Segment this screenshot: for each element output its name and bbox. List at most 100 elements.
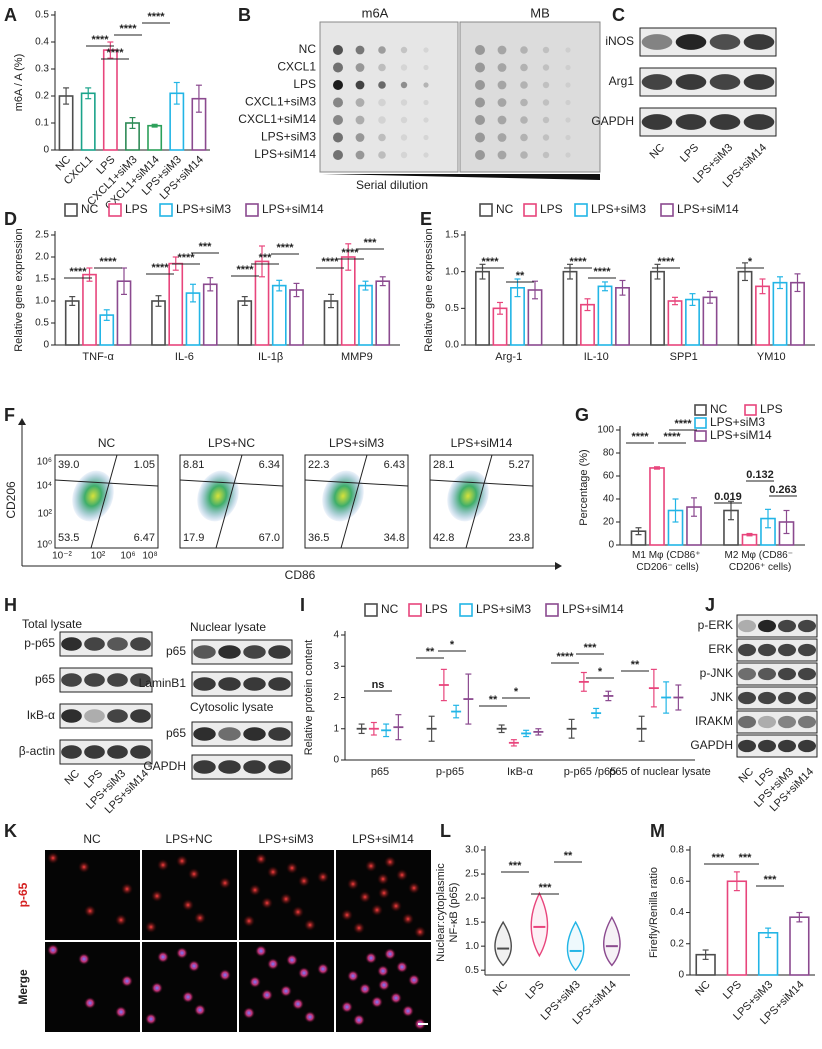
y-tick-label: 0.5 <box>35 10 49 21</box>
panel-label: M <box>650 821 665 841</box>
legend-swatch <box>64 203 78 217</box>
quadrant-value: 53.5 <box>58 532 79 544</box>
annotation: *** <box>199 241 213 253</box>
blot-band <box>641 114 673 130</box>
x-tick-label: p65 <box>371 766 389 778</box>
cell <box>188 868 200 880</box>
annotation: ns <box>372 679 385 691</box>
blot-band <box>758 643 776 657</box>
y-axis-label: Nuclear:cytoplasmic <box>435 863 447 962</box>
blot-band <box>798 619 816 633</box>
x-axis-label: CD86 <box>285 568 316 582</box>
blot-band <box>758 715 776 729</box>
dot <box>542 116 550 124</box>
annotation: *** <box>764 874 778 886</box>
panel-label: E <box>420 209 432 229</box>
dot <box>378 133 386 142</box>
legend-label: LPS+siM14 <box>677 202 739 216</box>
row-label: LPS+siM14 <box>254 147 316 161</box>
annotation: **** <box>147 11 165 23</box>
legend-label: LPS+siM14 <box>262 202 324 216</box>
y-axis-label: Relative protein content <box>303 640 315 756</box>
micrograph <box>45 850 140 940</box>
bar <box>168 262 184 346</box>
annotation: **** <box>674 418 692 430</box>
y-tick-label: 20 <box>603 517 615 528</box>
blot-band <box>738 715 756 729</box>
dot-blot <box>459 21 601 173</box>
cell <box>396 961 408 973</box>
dot <box>475 97 485 108</box>
dot <box>378 63 386 72</box>
y-tick-label: 0.4 <box>670 907 684 918</box>
dot <box>542 64 550 71</box>
x-tick-label: IL-1β <box>258 351 283 363</box>
cell <box>249 884 261 896</box>
y-tick-label: 80 <box>603 448 615 459</box>
cell <box>194 912 206 924</box>
dot <box>333 97 343 108</box>
blot-band <box>61 745 82 759</box>
quadrant-value: 28.1 <box>433 459 454 471</box>
group-title: Cytosolic lysate <box>190 700 274 714</box>
blot-band <box>84 637 105 651</box>
blot-band <box>268 645 291 659</box>
blot-band <box>130 745 151 759</box>
arrow-head <box>18 418 26 425</box>
cell <box>365 952 377 964</box>
quadrant-value: 6.47 <box>134 532 155 544</box>
cell <box>341 1001 353 1013</box>
legend-label: LPS <box>760 402 783 416</box>
panel-label: F <box>4 405 15 425</box>
legend-label: NC <box>496 202 514 216</box>
blot-band <box>218 727 241 741</box>
y-tick-label: 2.5 <box>35 230 49 241</box>
blot-band <box>218 677 241 691</box>
blot-strip <box>736 710 818 734</box>
quadrant-line <box>215 454 243 549</box>
blot-band <box>758 619 776 633</box>
dot <box>400 134 408 141</box>
y-tick-label: 10⁴ <box>37 481 52 492</box>
blot-strip <box>736 614 818 638</box>
y-tick-label: 10² <box>38 509 53 520</box>
blot-band <box>758 691 776 705</box>
x-tick-label: IκB-α <box>507 766 534 778</box>
annotation: **** <box>276 242 294 254</box>
cell <box>47 944 59 956</box>
blot-header: m6A <box>362 5 389 20</box>
plot-title: LPS+NC <box>208 436 255 450</box>
dot <box>333 150 343 160</box>
y-tick-label: 40 <box>603 494 615 505</box>
dot <box>475 45 485 55</box>
y-tick-label: 0.2 <box>670 938 684 949</box>
dot <box>520 133 528 142</box>
row-label: iNOS <box>605 34 634 48</box>
quadrant-value: 23.8 <box>509 532 530 544</box>
blot-band <box>268 727 291 741</box>
cell <box>157 951 169 963</box>
cell <box>176 855 188 867</box>
cell <box>280 985 292 997</box>
legend-swatch <box>364 603 378 617</box>
legend-label: LPS+siM14 <box>562 602 624 616</box>
dot <box>520 81 528 89</box>
dot <box>423 82 429 88</box>
dot <box>333 132 343 143</box>
dot <box>542 81 550 89</box>
blot-band <box>778 619 796 633</box>
x-tick-label: Arg-1 <box>495 351 522 363</box>
blot-band <box>193 727 216 741</box>
dot <box>520 46 528 54</box>
dot <box>565 117 571 123</box>
blot-band <box>778 739 796 753</box>
cell <box>145 921 157 933</box>
bar <box>375 280 391 346</box>
panel-label: K <box>4 821 17 841</box>
cell <box>267 866 279 878</box>
dot <box>355 63 365 72</box>
quadrant-value: 42.8 <box>433 532 454 544</box>
dot <box>497 115 507 125</box>
dot-blot <box>319 21 459 173</box>
blot-band <box>758 739 776 753</box>
